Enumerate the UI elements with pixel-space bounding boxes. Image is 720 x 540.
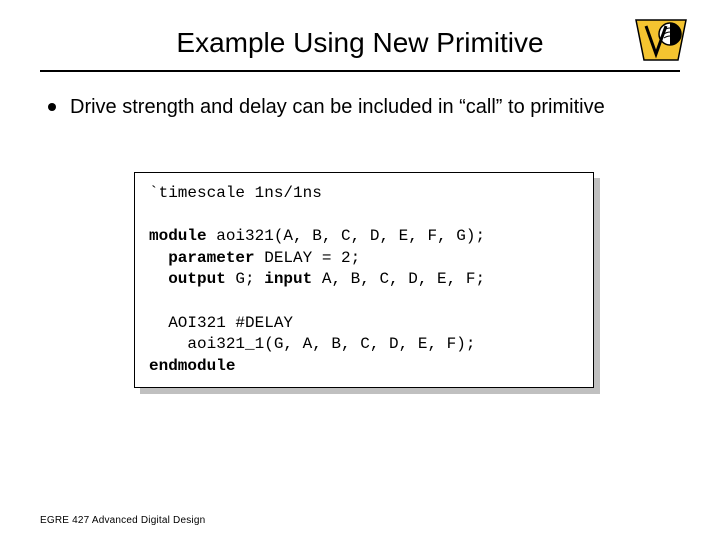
code-keyword: parameter (168, 249, 254, 267)
code-keyword: output (168, 270, 226, 288)
title-row: Example Using New Primitive (40, 18, 680, 68)
code-text: G; (226, 270, 264, 288)
code-line: AOI321 #DELAY (149, 314, 293, 332)
bullet-item: Drive strength and delay can be included… (48, 94, 680, 120)
code-text: A, B, C, D, E, F; (312, 270, 485, 288)
university-logo (632, 16, 690, 64)
code-text: DELAY = 2; (255, 249, 361, 267)
code-keyword: endmodule (149, 357, 235, 375)
content-area: Drive strength and delay can be included… (40, 94, 680, 388)
code-keyword: module (149, 227, 207, 245)
code-line: aoi321_1(G, A, B, C, D, E, F); (149, 335, 475, 353)
code-container: `timescale 1ns/1ns module aoi321(A, B, C… (48, 172, 680, 388)
slide-title: Example Using New Primitive (40, 27, 680, 59)
bullet-icon (48, 103, 56, 111)
code-box: `timescale 1ns/1ns module aoi321(A, B, C… (134, 172, 594, 388)
code-line: `timescale 1ns/1ns (149, 184, 322, 202)
footer-text: EGRE 427 Advanced Digital Design (40, 515, 205, 526)
bullet-text: Drive strength and delay can be included… (70, 94, 605, 120)
code-text: aoi321(A, B, C, D, E, F, G); (207, 227, 485, 245)
slide: Example Using New Primitive Drive streng… (0, 0, 720, 540)
title-divider (40, 70, 680, 72)
code-keyword: input (264, 270, 312, 288)
code-shadow: `timescale 1ns/1ns module aoi321(A, B, C… (134, 172, 594, 388)
